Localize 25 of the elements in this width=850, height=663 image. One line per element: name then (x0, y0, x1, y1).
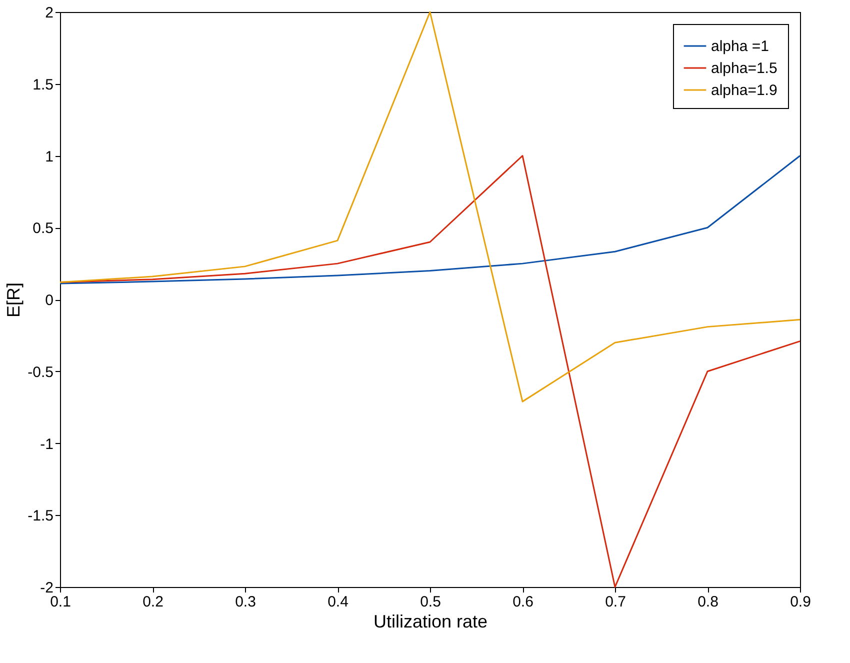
x-tick-label: 0.9 (790, 594, 811, 610)
y-tick-label: -1 (40, 436, 54, 453)
y-tick-label: 1.5 (32, 76, 54, 94)
x-tick-label: 0.2 (142, 594, 164, 610)
x-tick-label: 0.6 (512, 594, 534, 610)
x-tick-label: 0.1 (50, 594, 71, 610)
y-tick-label: -2 (40, 580, 54, 596)
x-tick-label: 0.4 (328, 594, 348, 610)
y-tick-label: 1 (45, 148, 54, 166)
line-series (59, 155, 801, 284)
y-tick-label: 2 (45, 4, 54, 22)
x-axis-title: Utilization rate (373, 612, 488, 632)
legend-label: alpha=1.9 (711, 82, 778, 99)
y-tick-label: 0.5 (32, 220, 54, 238)
legend-label: alpha=1.5 (711, 60, 778, 77)
y-tick-label: -1.5 (28, 508, 54, 525)
x-tick-label: 0.3 (235, 594, 256, 610)
x-tick-label: 0.7 (605, 594, 626, 610)
y-axis-title: E[R] (4, 282, 24, 318)
x-tick-label: 0.8 (698, 594, 718, 610)
legend-label: alpha =1 (711, 38, 769, 55)
y-tick-label: -0.5 (28, 364, 54, 381)
y-tick-label: 0 (45, 292, 54, 309)
x-tick-label: 0.5 (420, 594, 441, 610)
line-series (59, 11, 801, 402)
